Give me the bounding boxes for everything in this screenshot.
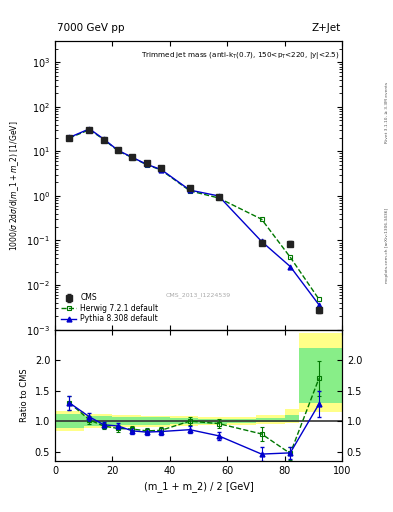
Pythia 8.308 default [116,147,121,154]
Pythia 8.308 default [67,134,72,140]
Text: CMS_2013_I1224539: CMS_2013_I1224539 [166,292,231,298]
Herwig 7.2.1 default [130,155,135,161]
Pythia 8.308 default [159,166,163,173]
Line: Pythia 8.308 default: Pythia 8.308 default [67,126,321,307]
Pythia 8.308 default [288,264,293,270]
Y-axis label: $1000/\sigma\,2\mathrm{d}\sigma/\mathrm{d}(m\_1 + m\_2)$ [1/GeV]: $1000/\sigma\,2\mathrm{d}\sigma/\mathrm{… [8,120,20,250]
Y-axis label: Ratio to CMS: Ratio to CMS [20,369,29,422]
Pythia 8.308 default [101,136,106,142]
Pythia 8.308 default [87,126,92,132]
Herwig 7.2.1 default [101,136,106,142]
Text: Z+Jet: Z+Jet [312,23,341,33]
Herwig 7.2.1 default [317,296,321,302]
Herwig 7.2.1 default [145,162,149,168]
Pythia 8.308 default [317,302,321,308]
Pythia 8.308 default [187,187,192,193]
Pythia 8.308 default [145,161,149,167]
Herwig 7.2.1 default [288,254,293,260]
Line: Herwig 7.2.1 default: Herwig 7.2.1 default [67,127,321,302]
Herwig 7.2.1 default [87,126,92,133]
Herwig 7.2.1 default [187,188,192,194]
Pythia 8.308 default [259,239,264,245]
Herwig 7.2.1 default [216,195,221,201]
Text: mcplots.cern.ch [arXiv:1306.3436]: mcplots.cern.ch [arXiv:1306.3436] [385,208,389,283]
Text: Trimmed jet mass (anti-k$_\mathrm{T}$(0.7), 150<p$_\mathrm{T}$<220, |y|<2.5): Trimmed jet mass (anti-k$_\mathrm{T}$(0.… [141,50,340,60]
Herwig 7.2.1 default [116,148,121,154]
Herwig 7.2.1 default [67,135,72,141]
Pythia 8.308 default [216,193,221,199]
Legend: CMS, Herwig 7.2.1 default, Pythia 8.308 default: CMS, Herwig 7.2.1 default, Pythia 8.308 … [59,291,161,326]
Text: Rivet 3.1.10, ≥ 3.3M events: Rivet 3.1.10, ≥ 3.3M events [385,82,389,143]
Herwig 7.2.1 default [259,216,264,222]
Text: 7000 GeV pp: 7000 GeV pp [57,23,125,33]
X-axis label: (m_1 + m_2) / 2 [GeV]: (m_1 + m_2) / 2 [GeV] [143,481,253,492]
Pythia 8.308 default [130,154,135,160]
Herwig 7.2.1 default [159,167,163,173]
